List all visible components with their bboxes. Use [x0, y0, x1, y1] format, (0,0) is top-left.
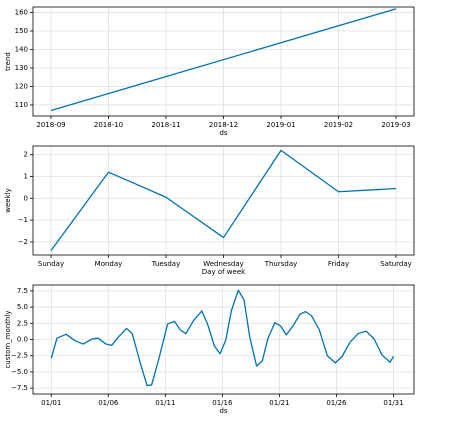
x-tick-label: Wednesday — [203, 260, 244, 268]
trend-line — [50, 289, 395, 387]
y-tick-label: 120 — [15, 82, 28, 90]
x-tick-label: 2019-02 — [324, 121, 353, 129]
y-tick-label: 0.0 — [17, 336, 28, 344]
x-tick-label: 2019-01 — [266, 121, 295, 129]
x-tick-label: 01/31 — [383, 399, 403, 407]
plot-frame — [32, 145, 415, 256]
y-axis-label: trend — [4, 52, 12, 71]
x-tick-label: Saturday — [380, 260, 412, 268]
y-tick-label: −2 — [18, 238, 28, 246]
y-tick-label: −2.5 — [11, 352, 28, 360]
y-axis-label: custom_monthly — [4, 310, 12, 368]
y-tick-label: 130 — [15, 64, 28, 72]
y-axis-label: weekly — [4, 188, 12, 212]
y-tick-label: 1 — [24, 173, 28, 181]
y-tick-label: 2.5 — [17, 319, 28, 327]
x-axis-label: ds — [219, 407, 227, 415]
y-tick-label: 110 — [15, 101, 28, 109]
x-tick-label: 01/06 — [98, 399, 119, 407]
x-tick-label: 01/26 — [326, 399, 347, 407]
y-tick-label: 0 — [24, 194, 28, 202]
plot-frame — [32, 284, 415, 395]
x-tick-label: 2018-10 — [94, 121, 123, 129]
plot-frame — [32, 6, 415, 117]
y-tick-label: 2 — [24, 151, 28, 159]
trend-line — [50, 8, 397, 112]
y-tick-label: 5.0 — [17, 303, 28, 311]
y-tick-label: −5.0 — [11, 368, 28, 376]
x-tick-label: 01/21 — [269, 399, 289, 407]
y-tick-label: −1 — [18, 216, 28, 224]
y-tick-label: 150 — [15, 27, 28, 35]
x-tick-label: Friday — [328, 260, 349, 268]
x-tick-label: 2018-11 — [151, 121, 180, 129]
x-tick-label: 01/11 — [155, 399, 175, 407]
x-axis-label: Day of week — [202, 268, 246, 276]
y-tick-label: −7.5 — [11, 384, 28, 392]
x-axis-label: ds — [219, 129, 227, 137]
x-tick-label: Sunday — [38, 260, 64, 268]
x-tick-label: 2018-09 — [36, 121, 65, 129]
x-tick-label: 01/16 — [212, 399, 233, 407]
trend-line — [50, 149, 397, 252]
x-tick-label: 01/01 — [41, 399, 61, 407]
y-tick-label: 160 — [15, 9, 28, 17]
x-tick-label: Monday — [95, 260, 123, 268]
x-tick-label: 2018-12 — [209, 121, 238, 129]
x-tick-label: Thursday — [264, 260, 298, 268]
x-tick-label: 2019-03 — [381, 121, 410, 129]
y-tick-label: 7.5 — [17, 287, 28, 295]
x-tick-label: Tuesday — [151, 260, 180, 268]
y-tick-label: 140 — [15, 45, 28, 53]
